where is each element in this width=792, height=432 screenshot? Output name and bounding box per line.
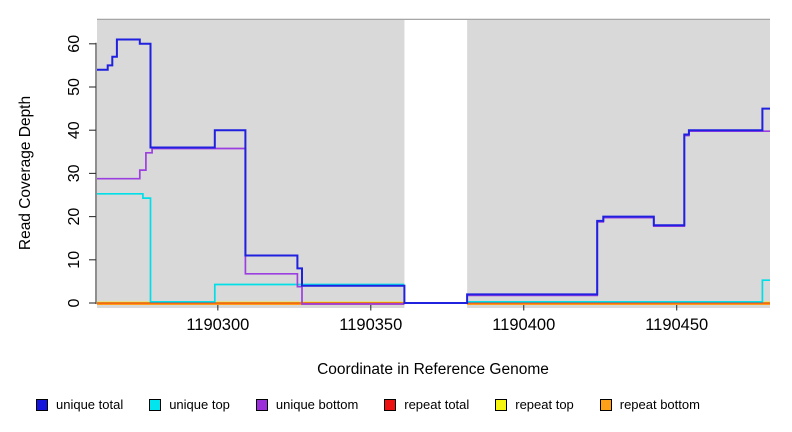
legend-swatch bbox=[149, 398, 162, 411]
legend-label: unique top bbox=[169, 397, 230, 412]
legend-label: repeat total bbox=[404, 397, 470, 412]
legend-swatch bbox=[495, 398, 508, 411]
y-tick-label: 30 bbox=[66, 164, 83, 182]
y-tick-label: 10 bbox=[66, 251, 83, 269]
y-tick-label: 0 bbox=[66, 298, 83, 307]
y-axis-label: Read Coverage Depth bbox=[17, 96, 34, 250]
series-unique-top bbox=[97, 192, 405, 303]
legend-item: repeat bottom bbox=[599, 397, 700, 412]
x-tick-label: 1190450 bbox=[645, 316, 708, 334]
series-unique-total bbox=[97, 38, 770, 304]
legend-swatch bbox=[36, 398, 48, 411]
y-tick-label: 60 bbox=[66, 35, 83, 53]
y-tick-label: 20 bbox=[66, 208, 83, 226]
legend-item: unique bottom bbox=[255, 397, 359, 412]
x-tick-label: 1190400 bbox=[492, 316, 555, 334]
legend-label: repeat bottom bbox=[619, 397, 700, 412]
x-tick-label: 1190300 bbox=[186, 316, 249, 334]
legend-item: unique total bbox=[36, 397, 123, 412]
legend: unique total unique top unique bottom repea… bbox=[0, 397, 792, 412]
no-data-band bbox=[404, 20, 468, 308]
legend-label: unique total bbox=[56, 397, 124, 412]
legend-label: repeat top bbox=[515, 397, 574, 412]
x-tick-label: 1190350 bbox=[339, 316, 402, 334]
x-axis-label: Coordinate in Reference Genome bbox=[317, 361, 549, 378]
legend-item: repeat total bbox=[384, 397, 469, 412]
legend-swatch bbox=[384, 398, 397, 411]
legend-swatch bbox=[599, 398, 612, 411]
legend-label: unique bottom bbox=[275, 397, 359, 412]
y-tick-label: 50 bbox=[66, 78, 83, 96]
legend-item: repeat top bbox=[495, 397, 574, 412]
legend-item: unique top bbox=[149, 397, 230, 412]
y-tick-label: 40 bbox=[66, 121, 83, 139]
series-unique-top bbox=[467, 279, 770, 303]
legend-swatch bbox=[255, 398, 268, 411]
